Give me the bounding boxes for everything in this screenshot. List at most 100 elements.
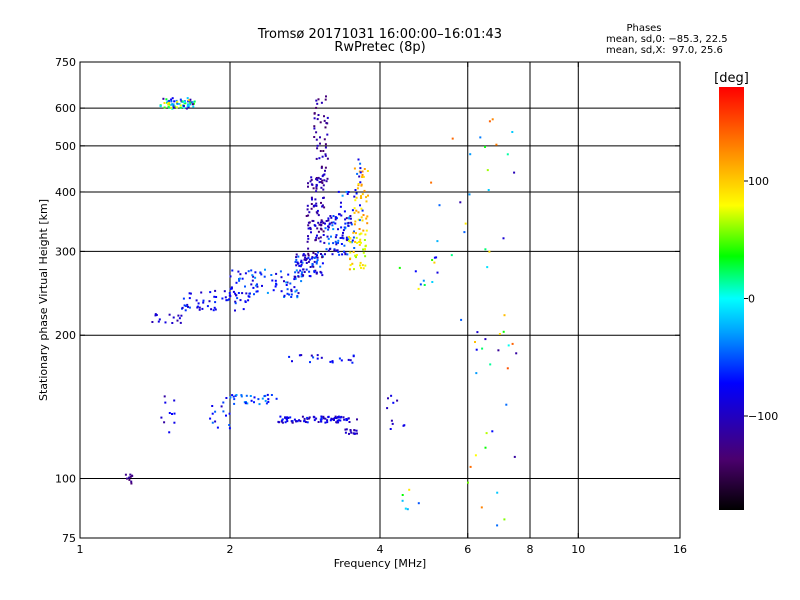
data-point [353,268,355,271]
data-point [159,105,162,108]
data-point [211,412,214,415]
data-point [131,474,133,477]
data-point [324,166,327,169]
data-point [362,214,365,216]
data-point [279,415,282,418]
data-point [182,106,185,109]
data-point [306,240,309,243]
data-point [406,508,409,511]
data-point [487,189,490,191]
data-point [332,215,335,217]
data-point [358,219,361,222]
data-point [316,212,319,215]
data-point [245,292,248,295]
data-point [308,417,310,420]
data-point [301,415,304,418]
data-point [311,183,314,186]
data-point [315,178,318,181]
data-point [179,321,182,324]
data-point [322,196,325,199]
data-point [308,211,311,214]
data-point [414,270,417,273]
data-point [359,181,362,184]
data-point [313,125,316,128]
data-point [342,229,345,232]
data-point [318,157,321,160]
data-point [506,367,509,370]
data-point [187,305,189,308]
y-tick-label: 400 [55,186,76,199]
data-point [359,264,361,267]
data-point [171,413,173,415]
data-point [231,394,234,397]
data-point [270,274,273,276]
data-point [198,308,201,311]
data-point [279,270,282,273]
data-point [419,283,422,286]
data-point [339,237,342,239]
data-point [230,287,233,290]
data-point [331,361,334,364]
data-point [355,209,358,212]
data-point [338,213,341,216]
data-point [360,195,362,198]
data-point [313,112,316,115]
data-point [315,185,318,188]
data-point [258,403,261,406]
data-point [158,318,161,321]
data-point [486,169,489,172]
data-point [355,236,358,239]
data-point [355,429,358,432]
data-point [347,238,350,241]
data-point [285,281,288,284]
data-point [311,263,314,265]
data-point [314,253,317,256]
data-point [436,240,439,243]
data-point [183,101,186,104]
data-point [431,281,434,283]
data-point [168,313,171,316]
data-point [348,268,351,271]
data-point [244,401,247,403]
data-point [238,279,241,282]
data-point [130,480,133,483]
data-point [335,421,338,424]
data-point [322,221,325,224]
data-point [186,97,189,100]
data-point [249,395,252,397]
data-point [321,179,324,182]
phases-stats-o: mean, sd,0: −85.3, 22.5 [606,34,728,45]
data-point [320,186,323,189]
data-point [306,416,309,419]
data-point [320,228,323,231]
data-point [303,271,306,273]
data-point [337,415,340,418]
data-point [359,204,361,207]
data-point [229,396,232,399]
data-point [319,150,322,152]
data-point [319,270,322,273]
data-point [229,295,232,298]
data-point [345,418,348,420]
data-point [172,316,175,319]
data-point [163,421,166,424]
data-point [459,201,462,204]
data-point [354,432,357,435]
data-point [241,277,244,280]
data-point [316,357,319,360]
data-point [391,422,394,425]
data-point [244,402,247,405]
data-point [240,394,243,397]
data-point [321,220,324,223]
colorbar-tick-label: −100 [748,410,778,423]
data-point [286,416,289,419]
data-point [320,415,323,418]
data-point [365,217,368,220]
data-point [316,254,318,257]
data-point [181,100,184,103]
data-point [333,249,336,252]
x-tick-label: 4 [377,543,384,556]
data-point [469,465,472,468]
data-point [307,237,310,240]
